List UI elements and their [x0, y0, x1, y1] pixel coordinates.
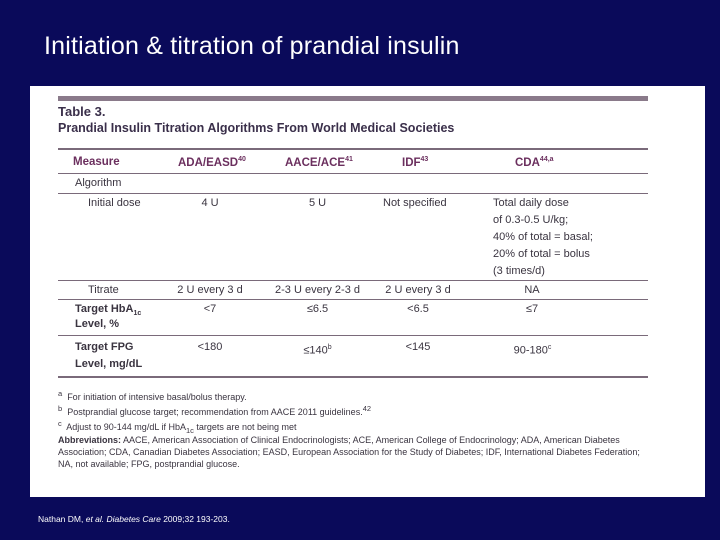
table-top-rule: [58, 96, 648, 101]
header-measure: Measure: [73, 156, 120, 168]
initial-dose-rule: [58, 280, 648, 281]
footnote-a: a For initiation of intensive basal/bolu…: [58, 389, 247, 402]
titrate-aace: 2-3 U every 2-3 d: [275, 284, 360, 296]
initial-dose-cda-line-3: 40% of total = basal;: [493, 231, 593, 243]
footnote-c: c Adjust to 90-144 mg/dL if HbA1c target…: [58, 419, 297, 435]
header-cda: CDA44,a: [515, 156, 554, 169]
hba1c-label: Target HbA1c: [75, 303, 142, 318]
hba1c-idf: <6.5: [407, 303, 429, 315]
hba1c-label-line-2: Level, %: [75, 318, 120, 330]
initial-dose-label: Initial dose: [88, 197, 141, 209]
fpg-idf: <145: [405, 341, 431, 353]
initial-dose-ada: 4 U: [201, 197, 219, 209]
fpg-ada: <180: [197, 341, 223, 353]
abbreviations-text: AACE, American Association of Clinical E…: [58, 435, 640, 469]
fpg-cda: 90-180c: [513, 344, 552, 357]
abbreviations: Abbreviations: AACE, American Associatio…: [58, 434, 650, 470]
algorithm-rule: [58, 193, 648, 194]
citation: Nathan DM, et al. Diabetes Care 2009;32 …: [38, 514, 230, 524]
titrate-ada: 2 U every 3 d: [177, 284, 243, 296]
table-bottom-rule: [58, 376, 648, 378]
footnote-b: b Postprandial glucose target; recommend…: [58, 404, 372, 417]
table-caption: Prandial Insulin Titration Algorithms Fr…: [58, 121, 455, 135]
slide-title: Initiation & titration of prandial insul…: [44, 32, 460, 60]
fpg-label-line-2: Level, mg/dL: [75, 358, 143, 370]
hba1c-rule: [58, 335, 648, 336]
titrate-idf: 2 U every 3 d: [385, 284, 451, 296]
hba1c-ada: <7: [203, 303, 217, 315]
footnotes: a For initiation of intensive basal/bolu…: [58, 388, 648, 436]
hba1c-aace: ≤6.5: [306, 303, 329, 315]
titrate-label: Titrate: [88, 284, 119, 296]
initial-dose-idf: Not specified: [383, 197, 447, 209]
initial-dose-cda-line-5: (3 times/d): [493, 265, 545, 277]
header-top-rule: [58, 148, 648, 150]
algorithm-label: Algorithm: [75, 177, 122, 189]
initial-dose-cda-line-2: of 0.3-0.5 U/kg;: [493, 214, 569, 226]
initial-dose-aace: 5 U: [308, 197, 327, 209]
header-ada-easd: ADA/EASD40: [178, 156, 246, 169]
titrate-rule: [58, 299, 648, 300]
fpg-label: Target FPG: [75, 341, 134, 353]
fpg-aace: ≤140b: [303, 344, 332, 357]
header-aace-ace: AACE/ACE41: [285, 156, 353, 169]
abbreviations-label: Abbreviations:: [58, 435, 122, 445]
initial-dose-cda-line-4: 20% of total = bolus: [493, 248, 590, 260]
titrate-cda: NA: [524, 284, 540, 296]
table-number: Table 3.: [58, 104, 106, 119]
hba1c-cda: ≤7: [525, 303, 539, 315]
initial-dose-cda-line-1: Total daily dose: [493, 197, 569, 209]
table-image-panel: Table 3. Prandial Insulin Titration Algo…: [30, 86, 705, 497]
header-bottom-rule: [58, 173, 648, 174]
header-idf: IDF43: [402, 156, 429, 169]
